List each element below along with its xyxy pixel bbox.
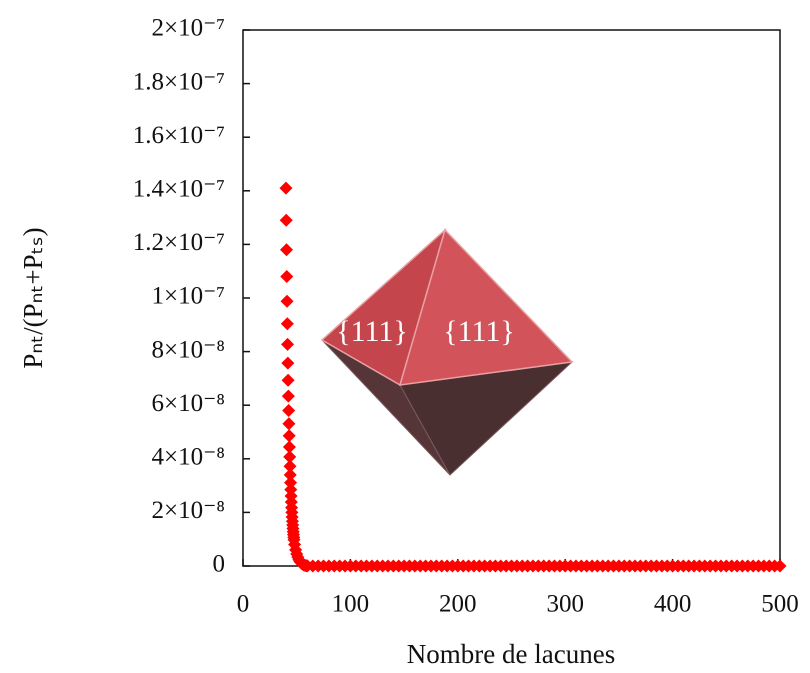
- point: [281, 356, 295, 370]
- plot-frame: [242, 29, 781, 567]
- y-tick-label: 8×10⁻⁸: [151, 336, 225, 363]
- x-tick-label: 400: [654, 591, 692, 618]
- point: [283, 450, 297, 464]
- face-label: {111}: [336, 315, 408, 348]
- y-tick-label: 1.2×10⁻⁷: [133, 229, 225, 256]
- octahedron-inset: {111} {111}: [320, 227, 574, 476]
- point: [279, 213, 293, 227]
- x-tick-label: 300: [546, 591, 584, 618]
- y-tick-label: 1.6×10⁻⁷: [133, 122, 225, 149]
- point: [282, 417, 296, 431]
- upper-face: [398, 228, 574, 386]
- point: [283, 468, 297, 482]
- point: [773, 559, 787, 573]
- point: [283, 459, 297, 473]
- x-axis-label: Nombre de lacunes: [407, 639, 615, 669]
- point: [282, 440, 296, 454]
- y-tick-label: 2×10⁻⁸: [151, 497, 225, 524]
- face-label: {111}: [443, 315, 515, 348]
- y-tick-label: 1×10⁻⁷: [151, 283, 225, 310]
- point: [282, 404, 296, 418]
- point: [279, 181, 293, 195]
- x-tick-label: 500: [761, 591, 799, 618]
- x-tick-label: 200: [439, 591, 477, 618]
- point: [281, 389, 295, 403]
- y-tick-label: 1.4×10⁻⁷: [133, 176, 225, 203]
- point: [280, 294, 294, 308]
- point: [284, 476, 298, 490]
- y-tick-label: 4×10⁻⁸: [151, 444, 225, 471]
- y-tick-label: 1.8×10⁻⁷: [133, 68, 225, 95]
- y-tick-label: 6×10⁻⁸: [151, 390, 225, 417]
- point: [281, 337, 295, 351]
- point: [281, 373, 295, 387]
- y-tick-label: 2×10⁻⁷: [151, 15, 225, 42]
- point: [282, 429, 296, 443]
- point: [279, 243, 293, 257]
- point: [280, 270, 294, 284]
- point: [280, 317, 294, 331]
- x-tick-label: 100: [332, 591, 370, 618]
- y-axis-label: Pₙₜ/(Pₙₜ+Pₜₛ): [18, 227, 48, 368]
- y-tick-label: 0: [213, 551, 226, 578]
- x-tick-label: 0: [237, 591, 250, 618]
